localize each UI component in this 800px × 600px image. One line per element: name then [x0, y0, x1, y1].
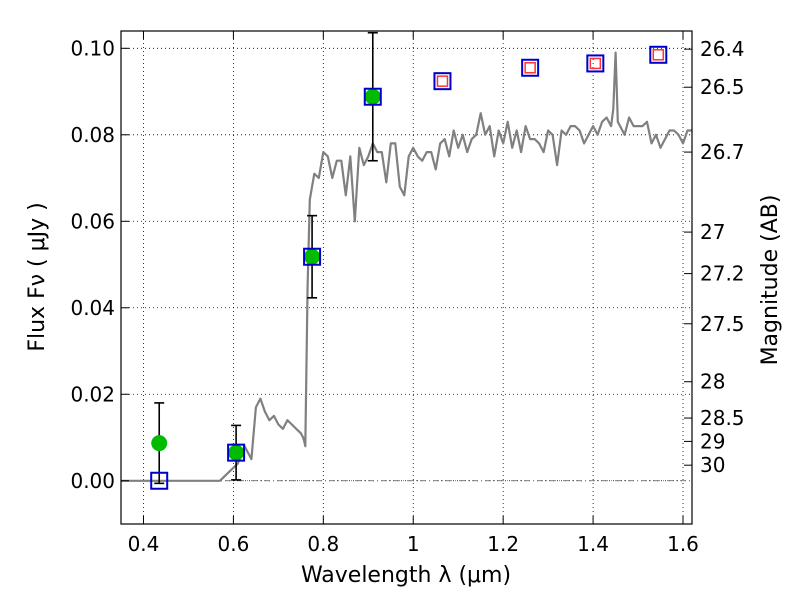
y-tick-label: 0.04 — [70, 296, 115, 320]
model-flux-square — [227, 443, 246, 462]
tick-labels: 0.4 0.6 0.8 1 1.2 1.4 1.6 0.00 0.02 0.04 0.06 0.08 0… — [70, 36, 744, 556]
marker-layer — [150, 45, 668, 490]
x-tick-label: 1.4 — [577, 532, 609, 556]
model-flux-square — [521, 58, 540, 77]
x-tick-label: 0.6 — [217, 532, 249, 556]
y-tick-label: 0.10 — [70, 36, 115, 60]
axis-ticks — [121, 31, 692, 524]
mag-tick-label: 26.7 — [700, 140, 745, 164]
mag-tick-label: 27.5 — [700, 312, 745, 336]
model-flux-square — [363, 87, 382, 106]
mag-tick-label: 30 — [700, 453, 725, 477]
y-tick-label: 0.02 — [70, 382, 115, 406]
mag-tick-label: 26.5 — [700, 75, 745, 99]
y-axis-label: Flux Fν ( μJy ) — [25, 202, 50, 351]
y-tick-label: 0.08 — [70, 123, 115, 147]
observed-flux-point — [228, 444, 245, 461]
model-flux-square — [649, 45, 668, 64]
mag-tick-label: 27 — [700, 220, 725, 244]
x-axis-label: Wavelength λ (μm) — [301, 563, 511, 588]
plot-frame — [120, 30, 693, 525]
mag-tick-label: 29 — [700, 429, 725, 453]
x-tick-label: 1.6 — [667, 532, 699, 556]
mag-tick-label: 26.4 — [700, 37, 745, 61]
y-tick-label: 0.00 — [70, 469, 115, 493]
spectrum-layer — [121, 51, 692, 482]
x-tick-label: 0.8 — [307, 532, 339, 556]
observed-flux-point — [304, 248, 321, 265]
model-flux-inner-square — [652, 49, 665, 61]
model-flux-inner-square — [524, 62, 536, 74]
y-tick-label: 0.06 — [70, 209, 115, 233]
model-flux-square — [150, 471, 169, 490]
observed-flux-point — [364, 88, 381, 105]
x-tick-label: 0.4 — [128, 532, 160, 556]
right-axis-label: Magnitude (AB) — [758, 195, 783, 366]
model-flux-square — [433, 72, 452, 91]
mag-tick-label: 28.5 — [700, 406, 745, 430]
mag-tick-label: 27.2 — [700, 262, 745, 286]
model-spectrum-line — [121, 51, 692, 482]
model-flux-square — [586, 54, 605, 73]
mag-tick-label: 28 — [700, 370, 725, 394]
model-flux-inner-square — [436, 75, 449, 87]
model-flux-square — [303, 247, 322, 266]
model-flux-inner-square — [589, 57, 602, 70]
x-tick-label: 1 — [407, 532, 420, 556]
grid-lines — [121, 31, 692, 524]
x-tick-label: 1.2 — [487, 532, 519, 556]
observed-flux-point — [151, 435, 168, 452]
